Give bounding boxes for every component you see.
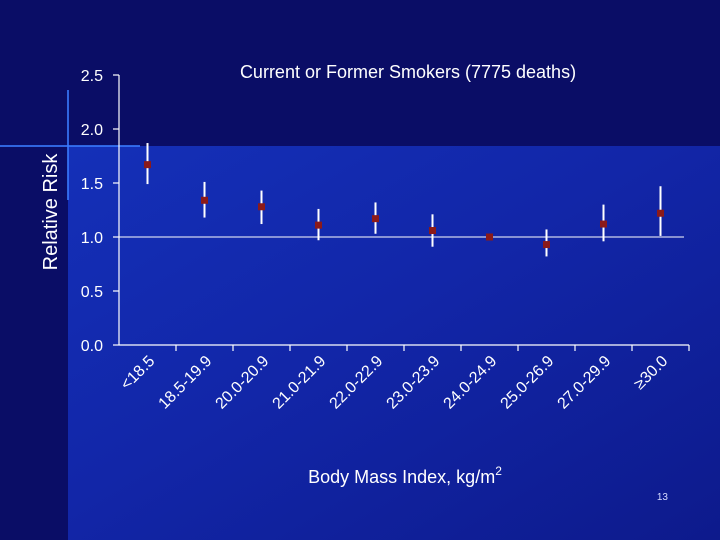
data-point — [486, 233, 493, 241]
y-tick-label: 0.5 — [81, 284, 103, 301]
y-axis-label: Relative Risk — [40, 153, 62, 271]
y-tick-label: 2.0 — [81, 122, 103, 139]
chart-title: Current or Former Smokers (7775 deaths) — [240, 62, 576, 82]
x-category-label: 18.5-19.9 — [156, 353, 216, 413]
y-tick-label: 1.0 — [81, 230, 103, 247]
category-labels: <18.518.5-19.920.0-20.921.0-21.922.0-22.… — [118, 353, 672, 413]
data-point — [315, 221, 322, 229]
x-axis-label-superscript: 2 — [495, 464, 502, 478]
data-point — [543, 241, 550, 249]
data-point — [429, 227, 436, 235]
x-category-label: 20.0-20.9 — [213, 353, 273, 413]
x-category-label: 25.0-26.9 — [498, 353, 558, 413]
slide-panel — [68, 146, 720, 540]
y-tick-label: 1.5 — [81, 176, 103, 193]
x-axis-label-text: Body Mass Index, kg/m — [308, 467, 495, 487]
data-point — [600, 220, 607, 228]
y-tick-label: 2.5 — [81, 68, 103, 85]
data-point — [657, 209, 664, 217]
x-category-label: ≥30.0 — [631, 353, 671, 393]
x-category-label: 23.0-23.9 — [384, 353, 444, 413]
x-category-label: 24.0-24.9 — [441, 353, 501, 413]
data-point — [201, 196, 208, 204]
slide-number: 13 — [656, 492, 668, 503]
x-axis-label: Body Mass Index, kg/m2 — [308, 464, 502, 487]
data-point — [372, 215, 379, 223]
data-point — [144, 161, 151, 169]
data-marks — [144, 143, 664, 257]
x-category-label: <18.5 — [118, 353, 159, 394]
x-category-label: 22.0-22.9 — [327, 353, 387, 413]
x-category-label: 21.0-21.9 — [270, 353, 330, 413]
x-category-label: 27.0-29.9 — [555, 353, 615, 413]
axes: 0.0 0.5 1.0 1.5 2.0 2.5 — [81, 68, 690, 355]
data-point — [258, 203, 265, 211]
y-tick-label: 0.0 — [81, 338, 103, 355]
